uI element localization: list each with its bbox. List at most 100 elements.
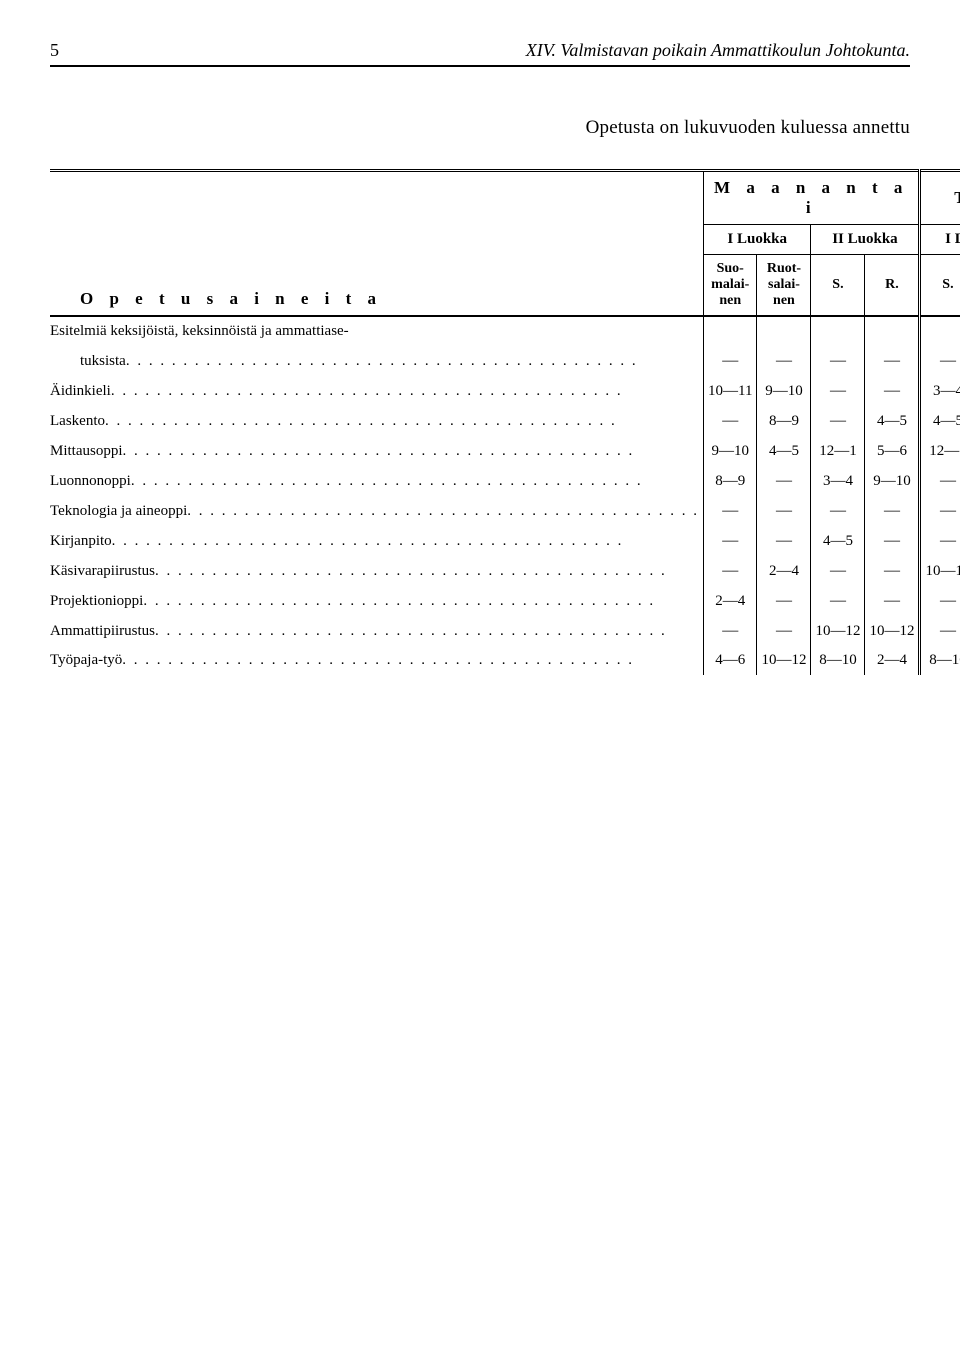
cell: —: [757, 496, 811, 526]
row-label: Mittausoppi: [50, 436, 704, 466]
table-row: Työpaja-työ 4—6 10—12 8—10 2—4 8—10 10—1…: [50, 646, 960, 675]
sub-header: Suo- malai- nen: [704, 255, 757, 317]
table-row: tuksista — — — — — — — —: [50, 346, 960, 376]
table-row: Käsivarapiirustus — 2—4 — — 10—12 4—6 — …: [50, 556, 960, 586]
row-label: Työpaja-työ: [50, 646, 704, 675]
cell: 9—10: [704, 436, 757, 466]
cell: 10—12: [811, 616, 865, 646]
cell: [920, 316, 960, 346]
cell: 10—12: [920, 556, 960, 586]
sub-header: S.: [811, 255, 865, 317]
day-header-mon: M a a n a n t a i: [704, 171, 920, 225]
schedule-table: O p e t u s a i n e i t a M a a n a n t …: [50, 169, 960, 675]
cell: —: [704, 616, 757, 646]
table-row: Teknologia ja aineoppi — — — — — 3—4 8—9…: [50, 496, 960, 526]
row-label: Luonnonoppi: [50, 466, 704, 496]
section-title: Opetusta on lukuvuoden kuluessa annettu: [50, 117, 910, 139]
sub-header: Ruot- salai- nen: [757, 255, 811, 317]
cell: —: [811, 376, 865, 406]
day-header-tue: T i i s t a i: [920, 171, 960, 225]
cell: —: [704, 406, 757, 436]
cell: —: [865, 586, 920, 616]
cell: —: [811, 496, 865, 526]
cell: —: [865, 556, 920, 586]
row-label: Esitelmiä keksijöistä, keksinnöistä ja a…: [50, 316, 704, 346]
cell: —: [920, 346, 960, 376]
cell: 3—4: [811, 466, 865, 496]
table-row: Ammattipiirustus — — 10—12 10—12 — — 10—…: [50, 616, 960, 646]
cell: —: [757, 616, 811, 646]
table-row: Luonnonoppi 8—9 — 3—4 9—10 — 2—3 3—4 —: [50, 466, 960, 496]
cell: 2—4: [704, 586, 757, 616]
cell: 10—11: [704, 376, 757, 406]
table-row: Mittausoppi 9—10 4—5 12—1 5—6 12—1 — — —: [50, 436, 960, 466]
cell: 10—12: [757, 646, 811, 675]
cell: —: [920, 616, 960, 646]
cell: —: [920, 586, 960, 616]
cell: —: [704, 556, 757, 586]
cell: —: [757, 526, 811, 556]
row-label: tuksista: [50, 346, 704, 376]
row-label: Projektionioppi: [50, 586, 704, 616]
sub-header: R.: [865, 255, 920, 317]
cell: [757, 316, 811, 346]
luokka-header: I Luokka: [920, 225, 960, 255]
cell: 8—10: [811, 646, 865, 675]
table-row: Esitelmiä keksijöistä, keksinnöistä ja a…: [50, 316, 960, 346]
table-row: Laskento — 8—9 — 4—5 4—5 9—10 — —: [50, 406, 960, 436]
page-number: 5: [50, 40, 59, 61]
cell: —: [757, 586, 811, 616]
table-row: Projektionioppi 2—4 — — — — — — —: [50, 586, 960, 616]
cell: 8—9: [757, 406, 811, 436]
page-header: 5 XIV. Valmistavan poikain Ammattikoulun…: [50, 40, 910, 67]
cell: 9—10: [865, 466, 920, 496]
table-row: Äidinkieli 10—11 9—10 — — 3—4 — — 9—10: [50, 376, 960, 406]
cell: —: [865, 496, 920, 526]
cell: 8—9: [704, 466, 757, 496]
cell: —: [704, 526, 757, 556]
cell: —: [757, 466, 811, 496]
cell: —: [811, 406, 865, 436]
running-title: XIV. Valmistavan poikain Ammattikoulun J…: [526, 40, 910, 61]
cell: —: [865, 346, 920, 376]
cell: 4—5: [920, 406, 960, 436]
cell: —: [865, 376, 920, 406]
cell: 5—6: [865, 436, 920, 466]
cell: 2—4: [865, 646, 920, 675]
row-label: Äidinkieli: [50, 376, 704, 406]
cell: 8—10: [920, 646, 960, 675]
cell: —: [704, 346, 757, 376]
cell: —: [757, 346, 811, 376]
luokka-header: I Luokka: [704, 225, 811, 255]
cell: —: [811, 556, 865, 586]
table-body: Esitelmiä keksijöistä, keksinnöistä ja a…: [50, 316, 960, 675]
cell: [811, 316, 865, 346]
table-row: Kirjanpito — — 4—5 — — — 9—10 4—5: [50, 526, 960, 556]
row-label: Teknologia ja aineoppi: [50, 496, 704, 526]
cell: 12—1: [920, 436, 960, 466]
cell: 4—5: [757, 436, 811, 466]
cell: 3—4: [920, 376, 960, 406]
cell: 2—4: [757, 556, 811, 586]
cell: —: [920, 496, 960, 526]
cell: 4—5: [811, 526, 865, 556]
cell: —: [865, 526, 920, 556]
row-label: Kirjanpito: [50, 526, 704, 556]
luokka-header: II Luokka: [811, 225, 920, 255]
cell: 4—6: [704, 646, 757, 675]
cell: —: [920, 526, 960, 556]
sub-header: S.: [920, 255, 960, 317]
cell: [865, 316, 920, 346]
cell: 9—10: [757, 376, 811, 406]
cell: 4—5: [865, 406, 920, 436]
subjects-column-header: O p e t u s a i n e i t a: [50, 171, 704, 317]
cell: —: [704, 496, 757, 526]
row-label: Käsivarapiirustus: [50, 556, 704, 586]
cell: —: [811, 586, 865, 616]
row-label: Laskento: [50, 406, 704, 436]
cell: 10—12: [865, 616, 920, 646]
cell: —: [811, 346, 865, 376]
row-label: Ammattipiirustus: [50, 616, 704, 646]
cell: [704, 316, 757, 346]
cell: 12—1: [811, 436, 865, 466]
